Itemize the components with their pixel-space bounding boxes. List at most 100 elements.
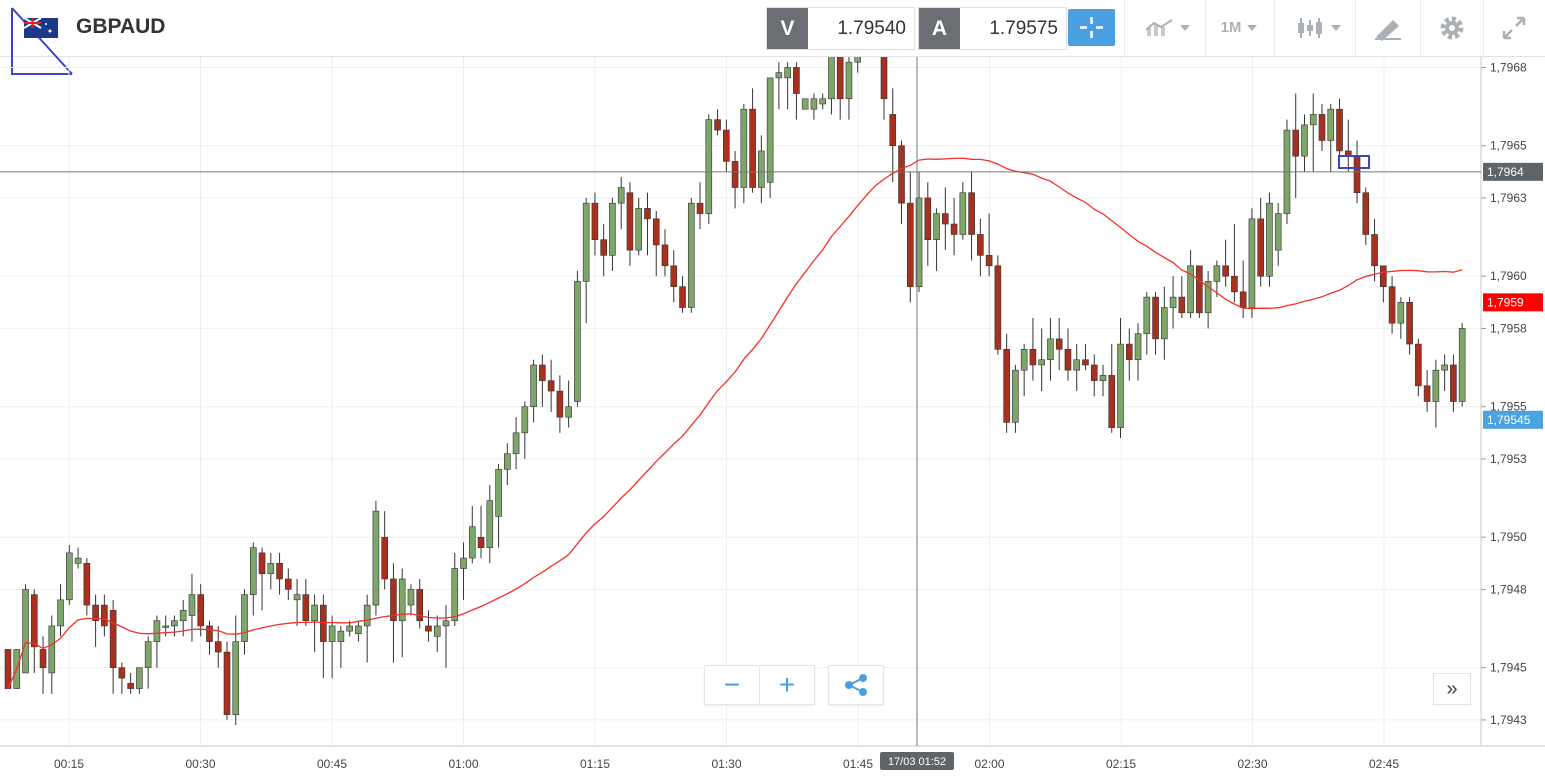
share-button[interactable] bbox=[829, 666, 883, 704]
candle-body bbox=[407, 589, 415, 606]
ma-price-badge-bg bbox=[1483, 293, 1543, 312]
candle-body bbox=[1196, 265, 1203, 314]
candle-body bbox=[758, 150, 765, 188]
y-tick-label: 1,7963 bbox=[1490, 191, 1527, 205]
candle-body bbox=[617, 187, 625, 204]
share-icon bbox=[845, 674, 867, 696]
y-tick-label: 1,7955 bbox=[1490, 400, 1527, 414]
candle-body bbox=[258, 552, 266, 575]
candle-body bbox=[171, 620, 178, 627]
candle-body bbox=[1441, 364, 1448, 371]
candle-body bbox=[1099, 375, 1107, 381]
candle-body bbox=[705, 119, 713, 214]
crosshair-button[interactable] bbox=[1068, 9, 1115, 46]
candle-body bbox=[723, 129, 730, 162]
candle-body bbox=[1274, 213, 1282, 251]
candle-body bbox=[1239, 291, 1247, 308]
candle-body bbox=[425, 625, 432, 632]
x-tick-label: 02:00 bbox=[974, 757, 1004, 771]
candle-body bbox=[1397, 302, 1405, 324]
candle-body bbox=[127, 683, 134, 689]
candle-body bbox=[468, 526, 476, 559]
moving-average-line bbox=[7, 157, 1463, 689]
buy-price: 1.79575 bbox=[960, 8, 1066, 49]
ma-price-badge: 1,7959 bbox=[1487, 295, 1524, 309]
candle-body bbox=[1301, 124, 1308, 157]
candle-body bbox=[784, 67, 791, 79]
candle-body bbox=[267, 563, 275, 575]
price-chart[interactable]: 1,7968 1,7965 1,7963 1,7960 1,7958 1,7955 1,79… bbox=[0, 57, 1545, 782]
candle-body bbox=[390, 578, 397, 622]
candle-body bbox=[1169, 296, 1177, 308]
candle-body bbox=[977, 234, 984, 256]
fullscreen-button[interactable] bbox=[1494, 7, 1534, 48]
flag-icon bbox=[24, 18, 58, 38]
candle-body bbox=[1248, 218, 1256, 308]
crosshair-time-badge: 17/03 01:52 bbox=[888, 756, 946, 768]
candle-body bbox=[609, 202, 616, 256]
candle-body bbox=[398, 578, 406, 622]
candle-body bbox=[626, 192, 634, 251]
candle-body bbox=[293, 594, 301, 601]
candle-body bbox=[959, 192, 967, 235]
candle-body bbox=[679, 286, 686, 308]
candle-body bbox=[92, 604, 99, 622]
candle-body bbox=[652, 218, 660, 246]
timeframe-dropdown[interactable]: 1M bbox=[1212, 7, 1266, 48]
candle-body bbox=[451, 568, 459, 622]
candle-body bbox=[1423, 385, 1431, 402]
candlestick-button[interactable] bbox=[1288, 7, 1348, 48]
zoom-in-button[interactable]: + bbox=[778, 669, 796, 700]
drawing-tools-button[interactable] bbox=[1368, 7, 1408, 48]
candle-body bbox=[372, 510, 380, 606]
candle-body bbox=[898, 145, 905, 204]
y-tick-label: 1,7960 bbox=[1490, 269, 1527, 283]
y-tick-label: 1,7948 bbox=[1490, 582, 1527, 596]
candle-body bbox=[320, 604, 327, 642]
candle-body bbox=[1047, 338, 1054, 361]
candlestick-icon bbox=[1298, 17, 1322, 38]
timeframe-label: 1M bbox=[1220, 19, 1242, 36]
scroll-to-end-button[interactable]: » bbox=[1433, 673, 1471, 705]
candle-body bbox=[416, 589, 424, 622]
candle-body bbox=[1204, 281, 1212, 314]
x-tick-label: 00:15 bbox=[54, 757, 84, 771]
x-tick-label: 00:45 bbox=[317, 757, 347, 771]
candle-body bbox=[1222, 265, 1229, 277]
candle-body bbox=[223, 651, 231, 715]
candle-body bbox=[153, 620, 161, 642]
candle-body bbox=[1161, 307, 1168, 340]
candle-body bbox=[512, 432, 520, 454]
candle-body bbox=[1003, 349, 1010, 423]
y-tick-label: 1,7965 bbox=[1490, 139, 1527, 153]
candle-body bbox=[1336, 108, 1343, 152]
candle-body bbox=[521, 406, 529, 434]
candle-body bbox=[433, 625, 441, 637]
candle-body bbox=[39, 649, 47, 669]
y-tick-label: 1,7958 bbox=[1490, 321, 1527, 335]
candle-body bbox=[118, 667, 126, 679]
candle-body bbox=[696, 202, 704, 214]
candle-body bbox=[1450, 364, 1457, 402]
candle-body bbox=[644, 208, 651, 220]
candle-body bbox=[670, 265, 678, 287]
candle-body bbox=[880, 57, 888, 100]
y-tick-label: 1,7968 bbox=[1490, 60, 1527, 74]
chart-type-button[interactable] bbox=[1138, 7, 1196, 48]
sell-price-button[interactable]: V 1.79540 bbox=[766, 7, 915, 50]
candle-body bbox=[460, 557, 467, 569]
zoom-controls: − + bbox=[704, 665, 815, 705]
candle-body bbox=[1125, 343, 1133, 361]
buy-price-button[interactable]: A 1.79575 bbox=[918, 7, 1067, 50]
candle-body bbox=[1415, 343, 1422, 387]
candle-body bbox=[337, 630, 345, 642]
candle-body bbox=[22, 589, 29, 674]
settings-button[interactable] bbox=[1432, 7, 1472, 48]
candle-body bbox=[819, 98, 826, 105]
candle-body bbox=[1309, 114, 1317, 126]
candle-body bbox=[740, 108, 748, 188]
zoom-out-button[interactable]: − bbox=[705, 666, 760, 704]
x-tick-label: 01:00 bbox=[448, 757, 478, 771]
candle-body bbox=[1064, 349, 1072, 371]
candle-body bbox=[363, 604, 371, 627]
